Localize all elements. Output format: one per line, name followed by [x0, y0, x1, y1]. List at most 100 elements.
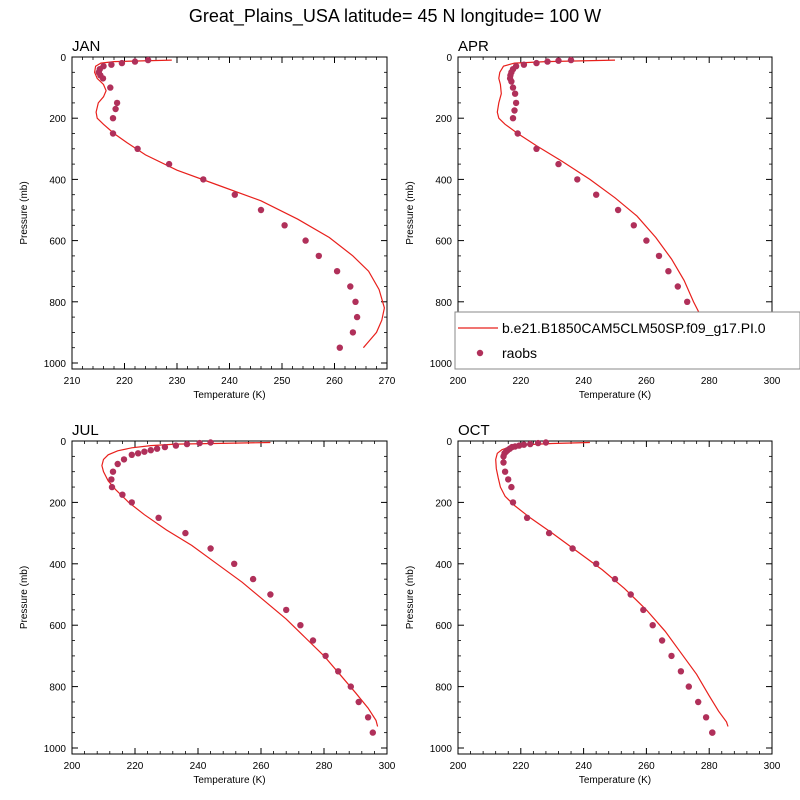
raobs-point: [107, 84, 114, 91]
x-tick-label: 300: [764, 761, 781, 772]
figure-title: Great_Plains_USA latitude= 45 N longitud…: [189, 6, 601, 27]
x-tick-label: 240: [575, 376, 592, 387]
y-tick-label: 1000: [44, 359, 67, 370]
x-tick-label: 200: [450, 761, 467, 772]
raobs-point: [297, 622, 304, 629]
y-tick-label: 0: [446, 437, 452, 448]
panel-jan: JAN 210 220 230 240 250 260 270 0 200 400 600 800 10…: [19, 38, 396, 401]
x-axis-label-jan: Temperature (K): [193, 390, 265, 401]
y-tick-label: 600: [49, 621, 66, 632]
x-tick-label: 300: [764, 376, 781, 387]
raobs-point: [207, 439, 214, 446]
raobs-point: [505, 476, 512, 483]
raobs-point: [141, 448, 148, 455]
panel-oct: OCT 200 220 240 260 280 300 0 200 400 600 800 1000 T…: [405, 422, 781, 786]
x-tick-label: 260: [253, 761, 270, 772]
raobs-point: [509, 84, 517, 91]
raobs-point: [511, 90, 519, 97]
raobs-point: [508, 78, 515, 85]
raobs-point: [112, 105, 119, 113]
raobs-point: [643, 237, 650, 244]
y-tick-label: 1000: [430, 359, 453, 370]
raobs-point: [514, 130, 521, 137]
raobs-point: [352, 298, 359, 305]
panel-label-apr: APR: [458, 38, 489, 55]
legend-obs-label: raobs: [502, 345, 537, 361]
raobs-point: [630, 222, 637, 229]
raobs-point: [144, 56, 152, 64]
raobs-point: [709, 729, 716, 736]
raobs-point: [509, 115, 517, 122]
raobs-point: [118, 59, 126, 67]
raobs-point: [147, 447, 154, 454]
x-tick-label: 300: [379, 761, 396, 772]
raobs-point: [231, 560, 238, 567]
y-tick-label: 0: [446, 53, 452, 64]
raobs-point: [120, 456, 128, 463]
raobs-point: [668, 652, 675, 660]
legend-model-label: b.e21.B1850CAM5CLM50SP.f09_g17.PI.0: [502, 320, 766, 336]
y-tick-label: 1000: [430, 744, 453, 755]
raobs-point: [512, 99, 520, 107]
x-tick-label: 240: [190, 761, 207, 772]
raobs-point: [508, 483, 515, 491]
raobs-point: [99, 75, 107, 82]
raobs-point: [545, 529, 553, 537]
model-profile-line-jan: [93, 59, 386, 349]
x-tick-label: 200: [450, 376, 467, 387]
raobs-point: [182, 529, 189, 537]
x-tick-label: 240: [575, 761, 592, 772]
raobs-point: [501, 468, 509, 475]
raobs-point: [511, 107, 518, 114]
raobs-point: [336, 344, 343, 351]
x-axis-label-apr: Temperature (K): [579, 390, 651, 401]
x-tick-label: 220: [512, 376, 529, 387]
y-tick-label: 0: [60, 53, 66, 64]
raobs-point: [153, 445, 161, 452]
y-tick-label: 800: [435, 683, 452, 694]
x-tick-label: 210: [64, 376, 81, 387]
raobs-point: [677, 668, 685, 675]
model-profile-line-jul: [101, 441, 379, 727]
x-tick-label: 260: [638, 376, 655, 387]
raobs-point: [128, 499, 135, 506]
panel-label-oct: OCT: [458, 422, 490, 439]
raobs-point: [315, 252, 322, 260]
raobs-point: [134, 145, 141, 152]
y-tick-label: 600: [435, 621, 452, 632]
x-tick-label: 280: [316, 761, 333, 772]
panel-apr: APR 200 220 240 260 280 300 0 200 400 600 800 1000 T…: [405, 38, 781, 401]
raobs-point: [611, 575, 619, 583]
y-tick-label: 400: [49, 560, 66, 571]
y-tick-label: 600: [435, 237, 452, 248]
raobs-point: [534, 439, 542, 447]
raobs-point: [108, 483, 116, 491]
raobs-point: [640, 606, 647, 614]
model-profile-line-apr: [496, 59, 715, 348]
raobs-point: [684, 298, 691, 305]
raobs-point: [658, 637, 666, 644]
y-axis-label-apr: Pressure (mb): [405, 181, 416, 244]
x-tick-label: 250: [274, 376, 291, 387]
raobs-point: [520, 61, 528, 68]
y-axis-label-jan: Pressure (mb): [19, 181, 30, 244]
raobs-point: [128, 451, 135, 458]
x-tick-label: 260: [638, 761, 655, 772]
panel-jul: JUL 200 220 240 260 280 300 0 200 400 600 800 1000 T…: [19, 422, 396, 786]
y-tick-label: 200: [435, 114, 452, 125]
model-profile-line-oct: [495, 441, 729, 727]
raobs-point: [555, 57, 562, 64]
raobs-point: [207, 545, 214, 552]
y-tick-label: 200: [49, 114, 66, 125]
x-tick-label: 220: [127, 761, 144, 772]
raobs-point: [593, 191, 600, 198]
x-tick-label: 200: [64, 761, 81, 772]
x-tick-label: 230: [169, 376, 186, 387]
raobs-point: [369, 729, 376, 736]
raobs-point: [509, 499, 517, 506]
raobs-point: [355, 698, 362, 706]
x-tick-label: 240: [221, 376, 238, 387]
raobs-point: [347, 683, 354, 690]
raobs-point: [281, 222, 288, 229]
